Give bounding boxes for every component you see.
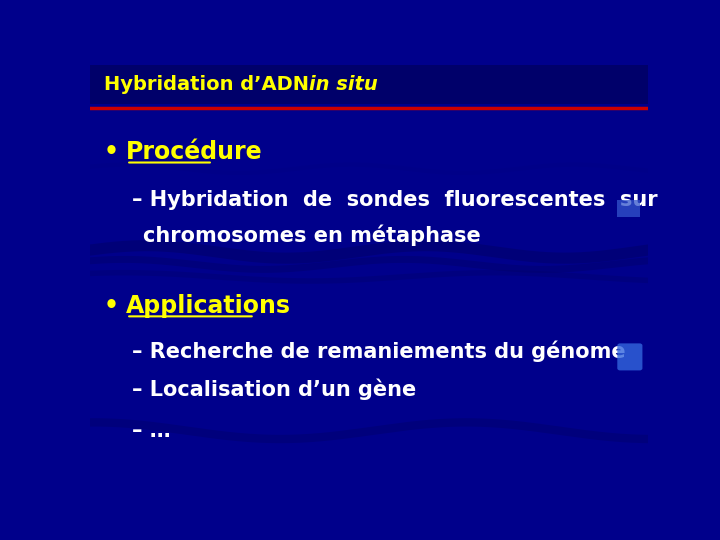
Text: •: • xyxy=(104,294,119,318)
FancyBboxPatch shape xyxy=(617,200,639,217)
Text: – Hybridation  de  sondes  fluorescentes  sur: – Hybridation de sondes fluorescentes su… xyxy=(132,190,657,210)
Text: – Recherche de remaniements du génome: – Recherche de remaniements du génome xyxy=(132,341,626,362)
Text: Applications: Applications xyxy=(126,294,292,318)
Text: in situ: in situ xyxy=(310,75,378,94)
Text: – …: – … xyxy=(132,421,171,441)
Text: Procédure: Procédure xyxy=(126,140,263,164)
Text: – Localisation d’un gène: – Localisation d’un gène xyxy=(132,379,416,400)
Text: •: • xyxy=(104,140,119,164)
Text: Hybridation d’ADN: Hybridation d’ADN xyxy=(104,75,315,94)
FancyBboxPatch shape xyxy=(90,65,648,104)
FancyBboxPatch shape xyxy=(617,343,642,370)
Text: chromosomes en métaphase: chromosomes en métaphase xyxy=(143,225,481,246)
